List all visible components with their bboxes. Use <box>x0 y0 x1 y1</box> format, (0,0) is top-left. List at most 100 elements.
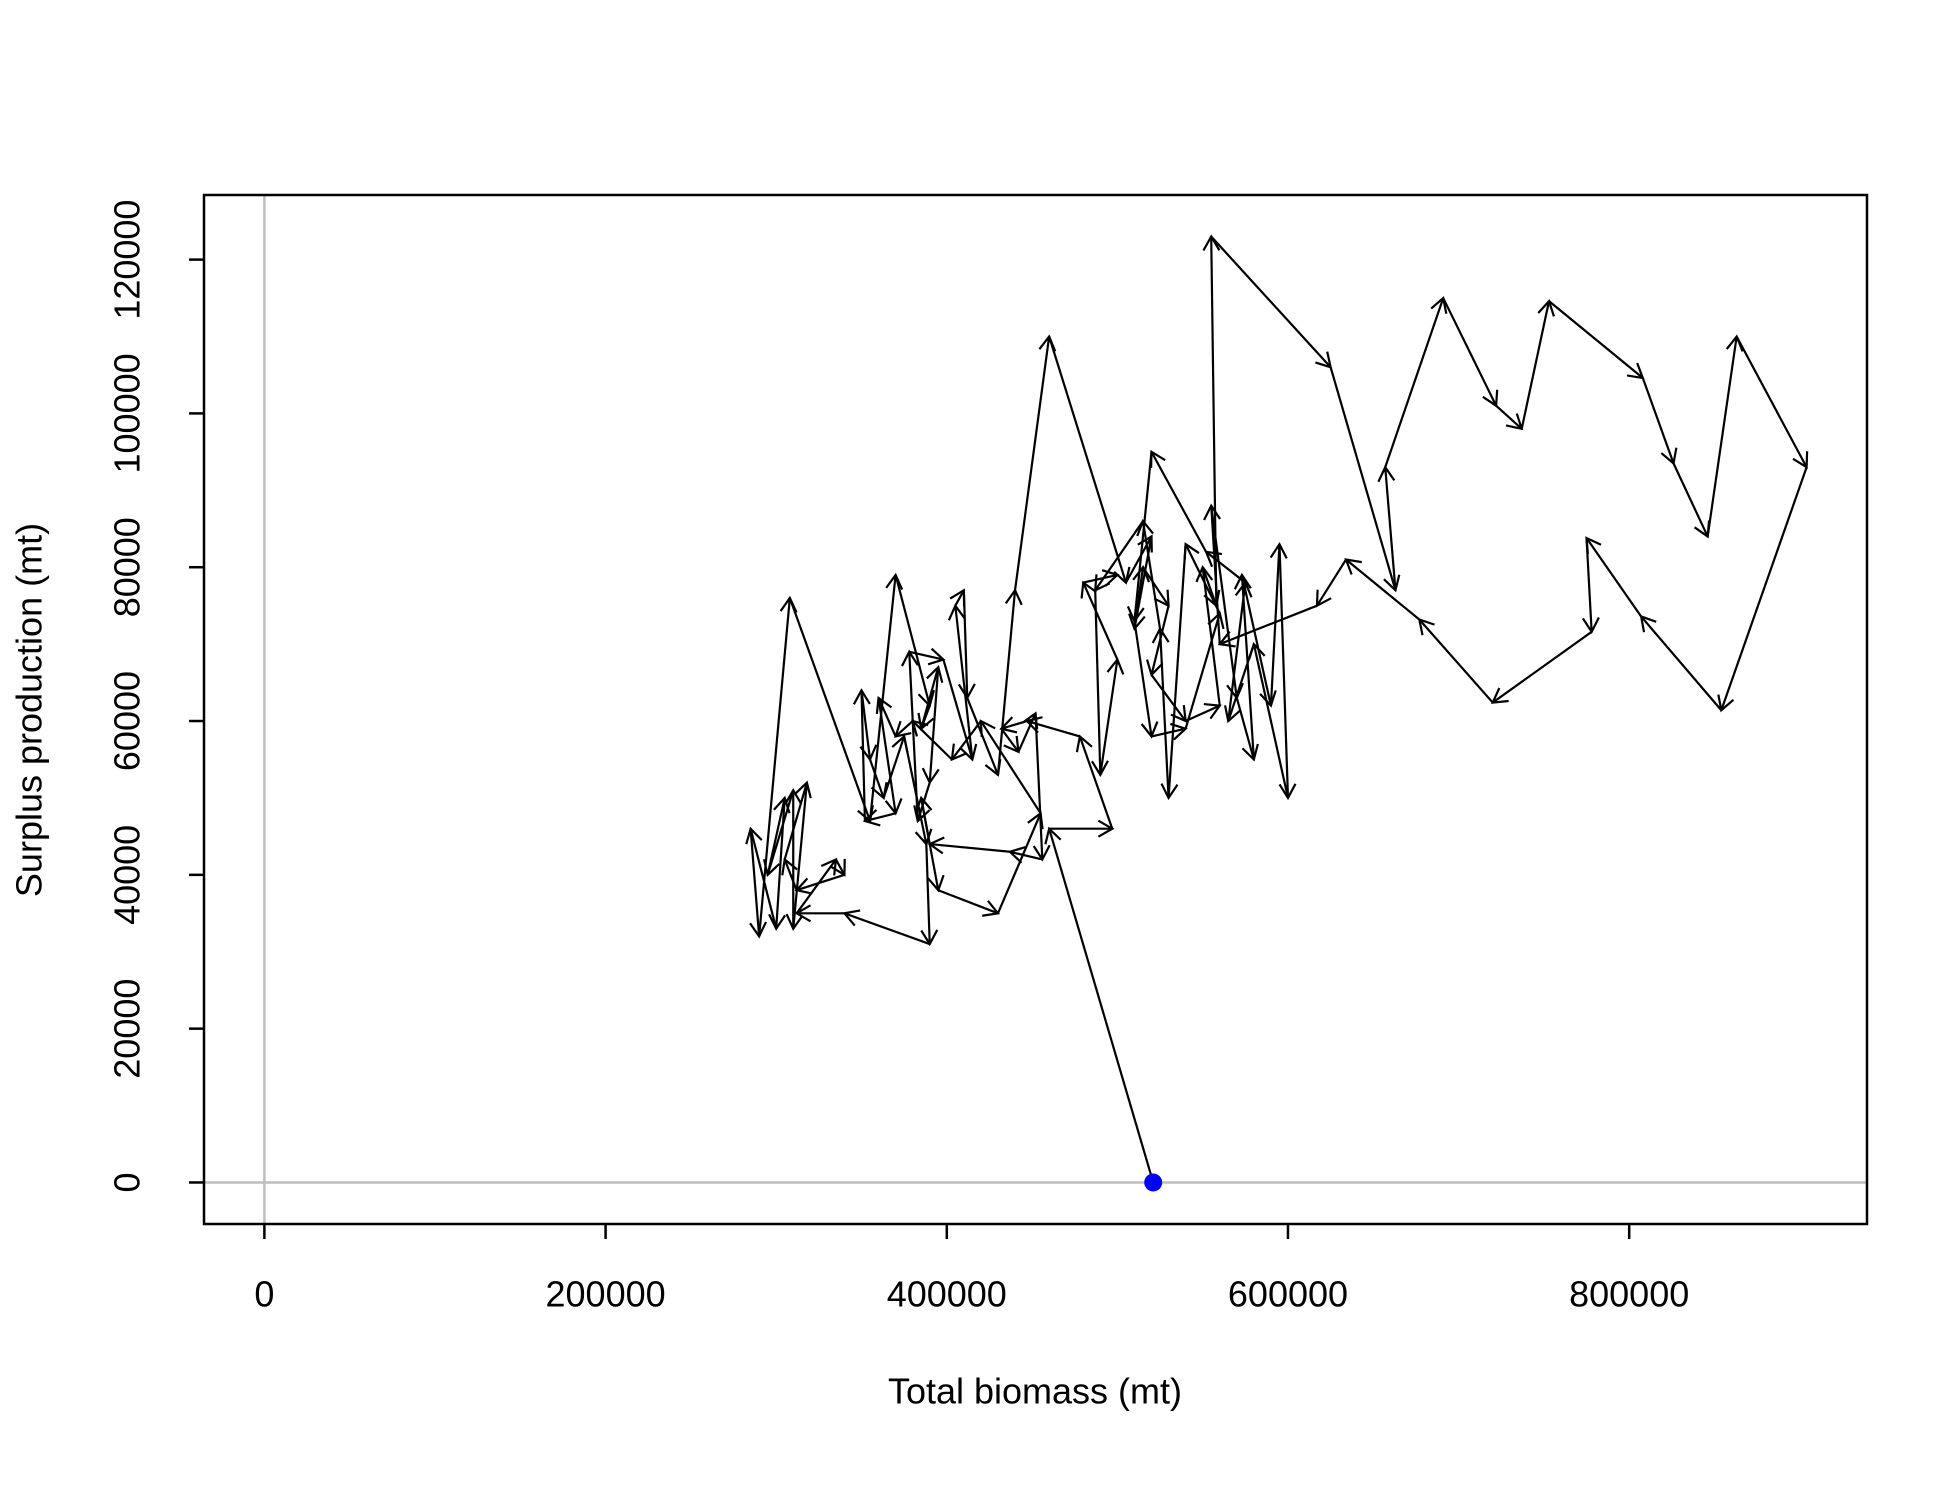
arrow <box>1142 566 1170 608</box>
arrow-shaft <box>868 759 885 799</box>
arrow-head <box>1153 589 1170 608</box>
arrow-shaft <box>1235 697 1255 760</box>
y-tick-label: 120000 <box>107 200 148 320</box>
arrow <box>909 647 946 666</box>
arrow <box>937 889 1001 917</box>
arrow <box>1185 702 1222 723</box>
arrow <box>966 697 1002 777</box>
arrow-shaft <box>962 590 969 698</box>
arrow-head <box>960 743 978 762</box>
arrow-shaft <box>894 720 914 738</box>
arrow <box>1672 462 1711 539</box>
arrow-shaft <box>1720 466 1808 711</box>
arrow-head <box>1639 614 1657 633</box>
arrow <box>794 873 845 895</box>
arrow-shaft <box>1184 613 1221 730</box>
arrow <box>1217 604 1318 648</box>
arrow-shaft <box>1099 659 1119 776</box>
arrow-shaft <box>1151 727 1186 738</box>
arrow <box>1344 558 1421 621</box>
arrow <box>1049 819 1115 838</box>
arrow-shaft <box>783 782 808 860</box>
arrow-shaft <box>1278 544 1290 798</box>
arrow-shaft <box>1185 704 1221 723</box>
arrow <box>942 659 978 762</box>
arrow <box>781 857 798 891</box>
arrow <box>1099 657 1125 776</box>
arrow <box>1377 465 1397 591</box>
arrow <box>927 836 1011 855</box>
arrow-shaft <box>1227 582 1247 722</box>
arrow-shaft <box>860 690 872 760</box>
arrow-head <box>1717 694 1735 713</box>
x-tick-label: 0 <box>254 1274 274 1315</box>
start-point <box>1144 1173 1163 1192</box>
arrow <box>842 909 931 946</box>
arrow-head <box>1106 657 1125 675</box>
arrow-shaft <box>1640 615 1723 711</box>
arrow-shaft <box>1000 728 1020 753</box>
arrow <box>1235 697 1259 762</box>
arrow <box>1044 826 1155 1183</box>
arrow-shaft <box>758 597 791 937</box>
arrow-shaft <box>1269 544 1281 706</box>
arrow-shaft <box>894 574 931 706</box>
x-tick-label: 600000 <box>1228 1274 1348 1315</box>
arrow-head <box>1660 447 1678 466</box>
arrow-shaft <box>925 844 931 945</box>
arrow-shaft <box>1418 618 1494 704</box>
arrow-shaft <box>860 690 867 822</box>
arrow-head <box>1101 569 1120 587</box>
arrow-head <box>1097 819 1115 838</box>
arrow-shaft <box>996 590 1017 775</box>
arrow-shaft <box>929 842 1011 853</box>
arrow-shaft <box>1520 300 1551 430</box>
x-axis-label: Total biomass (mt) <box>888 1371 1182 1412</box>
arrow <box>1639 614 1723 711</box>
arrow-head <box>875 695 893 714</box>
arrow-shaft <box>979 720 1042 814</box>
arrow-shaft <box>783 859 798 891</box>
arrow <box>957 590 976 701</box>
arrow <box>1184 611 1225 730</box>
arrow <box>1233 572 1255 760</box>
arrow <box>795 857 838 914</box>
arrow-shaft <box>942 659 974 760</box>
arrow-shaft <box>1150 674 1187 722</box>
arrow-shaft <box>1548 300 1644 379</box>
arrow-head <box>1136 518 1154 537</box>
arrow-shaft <box>1142 566 1170 607</box>
arrow <box>893 720 914 738</box>
arrow <box>1150 674 1187 723</box>
y-tick-label: 60000 <box>107 671 148 771</box>
arrow <box>785 782 808 931</box>
arrow-head <box>1278 783 1297 801</box>
arrow <box>1227 580 1253 722</box>
arrow-shaft <box>1219 604 1318 646</box>
arrow-shaft <box>1184 543 1221 614</box>
arrow <box>1315 558 1347 608</box>
arrow-head <box>1207 611 1225 630</box>
arrow <box>999 716 1028 734</box>
arrow-shaft <box>996 812 1042 914</box>
arrow <box>1160 544 1187 801</box>
arrow-head <box>1430 295 1448 314</box>
arrow-shaft <box>1083 573 1118 584</box>
arrow <box>1384 295 1448 468</box>
arrow <box>794 904 845 923</box>
arrow-head <box>1075 734 1093 753</box>
arrow-shaft <box>1641 377 1675 464</box>
arrow-shaft <box>834 858 846 876</box>
arrow-shaft <box>937 889 999 915</box>
arrow-shaft <box>1078 736 1114 830</box>
arrow-shaft <box>1133 620 1153 737</box>
arrow-shaft <box>1167 544 1187 799</box>
arrow-head <box>1269 541 1288 559</box>
arrow <box>784 788 803 929</box>
y-tick-label: 40000 <box>107 825 148 925</box>
arrow-head <box>914 828 933 847</box>
arrow-shaft <box>795 858 837 914</box>
arrow-head <box>1725 334 1744 352</box>
arrow-shaft <box>775 797 786 929</box>
